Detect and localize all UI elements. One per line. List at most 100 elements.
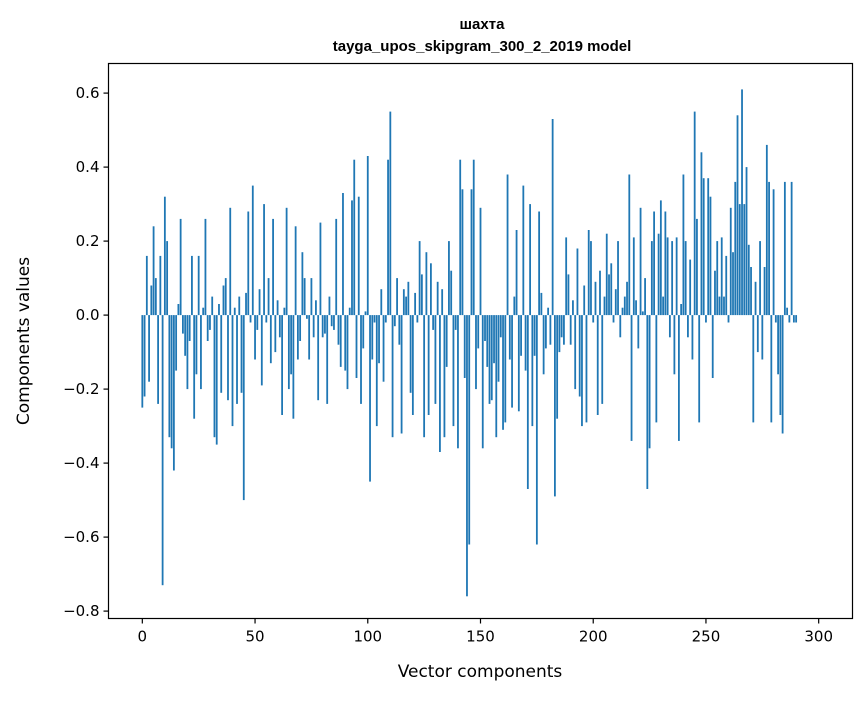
bar-component-270: [750, 267, 752, 315]
bar-component-102: [371, 315, 373, 359]
bar-component-256: [719, 297, 721, 316]
bar-component-179: [545, 315, 547, 348]
bar-component-167: [518, 315, 520, 411]
bar-component-10: [164, 197, 166, 315]
bar-component-206: [606, 234, 608, 315]
bar-component-89: [342, 193, 344, 315]
bar-component-286: [786, 308, 788, 315]
bars-layer: [141, 89, 797, 596]
bar-component-112: [394, 315, 396, 326]
bar-component-53: [261, 315, 263, 385]
bar-component-38: [227, 315, 229, 400]
bar-component-250: [705, 315, 707, 322]
x-tick-label: 300: [804, 628, 833, 646]
bar-component-4: [150, 286, 152, 316]
bar-component-227: [653, 212, 655, 316]
bar-component-32: [214, 315, 216, 437]
bar-component-130: [435, 315, 437, 404]
bar-component-58: [272, 219, 274, 315]
bar-component-117: [405, 297, 407, 316]
bar-component-9: [162, 315, 164, 585]
bar-component-19: [184, 315, 186, 356]
bar-component-85: [333, 315, 335, 330]
bar-component-1: [144, 315, 146, 396]
bar-component-43: [238, 297, 240, 316]
bar-component-44: [241, 315, 243, 393]
y-tick-label: −0.4: [63, 454, 99, 472]
bar-component-257: [721, 237, 723, 315]
bar-component-197: [586, 315, 588, 422]
bar-component-159: [500, 315, 502, 337]
y-tick-label: 0.4: [76, 158, 100, 176]
bar-component-88: [340, 315, 342, 367]
bar-component-282: [777, 315, 779, 374]
bar-component-154: [489, 315, 491, 404]
bar-component-30: [209, 315, 211, 330]
bar-component-222: [642, 311, 644, 315]
bar-component-168: [520, 315, 522, 356]
bar-component-121: [414, 293, 416, 315]
bar-component-99: [365, 311, 367, 315]
bar-component-180: [547, 308, 549, 315]
bar-component-60: [277, 300, 279, 315]
bar-component-128: [430, 263, 432, 315]
bar-component-203: [599, 271, 601, 315]
bar-component-36: [223, 286, 225, 316]
bar-component-101: [369, 315, 371, 482]
bar-component-287: [788, 315, 790, 322]
bar-component-74: [308, 315, 310, 359]
bar-component-157: [495, 315, 497, 437]
bar-component-51: [256, 315, 258, 330]
bar-component-67: [292, 315, 294, 419]
bar-component-251: [707, 178, 709, 315]
bar-component-211: [617, 241, 619, 315]
bar-component-166: [516, 230, 518, 315]
bar-component-144: [466, 315, 468, 596]
bar-component-100: [367, 156, 369, 315]
chart-subtitle: tayga_upos_skipgram_300_2_2019 model: [333, 38, 632, 55]
bar-component-169: [522, 186, 524, 316]
y-tick-label: 0.6: [76, 84, 100, 102]
bar-component-201: [595, 282, 597, 315]
bar-component-28: [205, 219, 207, 315]
bar-component-71: [301, 252, 303, 315]
bar-component-212: [619, 315, 621, 337]
bar-component-271: [752, 315, 754, 422]
bar-component-264: [737, 115, 739, 315]
bar-component-289: [793, 315, 795, 322]
bar-component-262: [732, 252, 734, 315]
bar-component-11: [166, 241, 168, 315]
bar-component-181: [549, 315, 551, 345]
bar-component-284: [782, 315, 784, 433]
bar-component-173: [531, 315, 533, 426]
bar-component-155: [491, 315, 493, 400]
bar-component-236: [673, 315, 675, 374]
bar-component-147: [473, 160, 475, 315]
x-tick-label: 200: [579, 628, 608, 646]
bar-component-98: [362, 315, 364, 348]
bar-component-76: [313, 315, 315, 337]
bar-component-175: [536, 315, 538, 544]
bar-component-162: [507, 175, 509, 316]
bar-component-165: [513, 297, 515, 316]
bar-component-65: [288, 315, 290, 389]
y-tick-label: −0.6: [63, 528, 99, 546]
bar-component-57: [270, 315, 272, 363]
bar-component-283: [779, 315, 781, 415]
bar-component-81: [324, 315, 326, 334]
bar-component-40: [232, 315, 234, 426]
bar-component-214: [624, 297, 626, 316]
bar-component-106: [380, 289, 382, 315]
bar-component-47: [247, 212, 249, 316]
bar-component-161: [504, 315, 506, 422]
bar-component-31: [211, 297, 213, 316]
bar-component-171: [527, 315, 529, 489]
bar-component-6: [155, 278, 157, 315]
x-tick-label: 250: [692, 628, 721, 646]
bar-component-240: [683, 175, 685, 316]
y-tick-label: 0.2: [76, 232, 100, 250]
bar-component-186: [561, 315, 563, 337]
bar-component-23: [193, 315, 195, 419]
bar-component-223: [644, 278, 646, 315]
bar-component-273: [757, 315, 759, 352]
